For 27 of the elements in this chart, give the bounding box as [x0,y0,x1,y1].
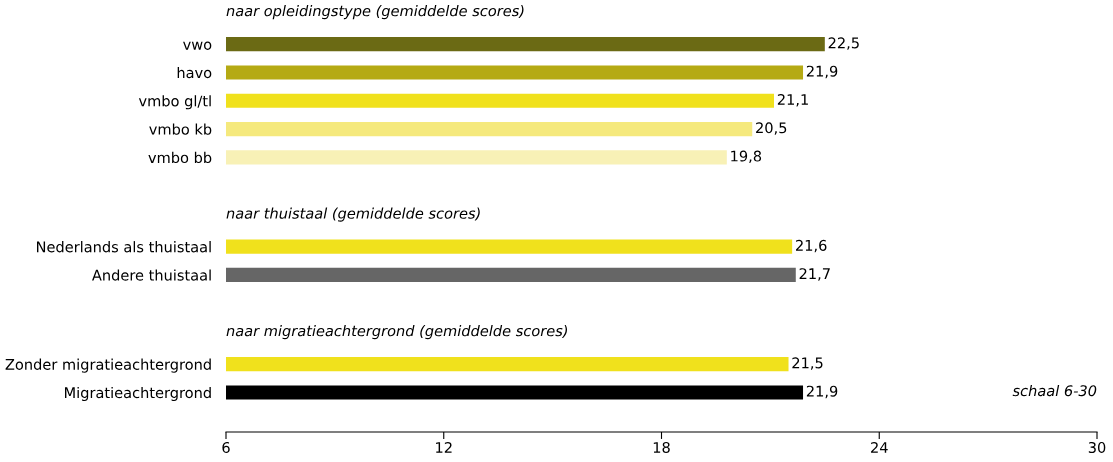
y-tick-label: vmbo bb [148,151,212,164]
data-label: 21,5 [792,357,823,370]
chart-title: naar migratieachtergrond (gemiddelde scores) [226,325,568,340]
x-tick-label: 12 [436,441,452,453]
y-tick-label: Zonder migratieachtergrond [5,358,211,373]
chart-title: naar opleidingstype (gemiddelde scores) [226,5,524,20]
data-label: 21,7 [799,268,830,281]
y-tick-label: vmbo kb [149,123,212,135]
y-tick-label: havo [177,66,212,79]
y-tick-label: Nederlands als thuistaal [37,241,211,253]
data-label: 21,6 [796,239,827,253]
data-label: 21,1 [777,93,808,107]
data-label: 20,5 [756,122,787,135]
data-label: 22,5 [828,37,859,50]
y-tick-label: vwo [183,41,212,50]
data-label: 19,8 [731,150,762,164]
data-label: 21,9 [806,65,838,79]
chart-title: naar thuistaal (gemiddelde scores) [226,207,480,222]
x-tick-label: 30 [1088,441,1106,454]
data-label: 21,9 [806,385,838,399]
annotation: schaal 6-30 [1012,384,1097,397]
y-tick-label: vmbo gl/tl [138,95,211,110]
x-tick-label: 6 [222,441,230,454]
y-tick-label: Andere thuistaal [92,269,211,281]
y-tick-label: Migratieachtergrond [65,386,211,402]
x-tick-label: 18 [653,441,670,454]
x-tick-label: 24 [871,441,888,453]
